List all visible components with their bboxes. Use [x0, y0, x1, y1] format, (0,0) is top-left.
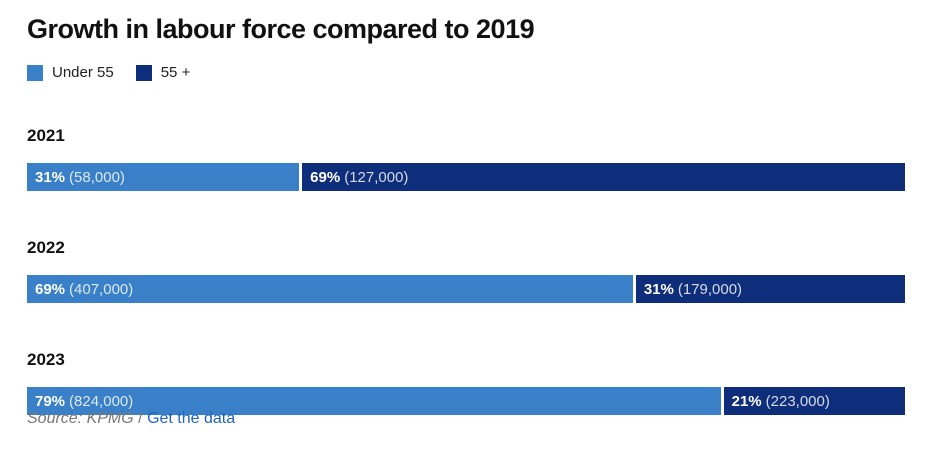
- year-label-2023: 2023: [27, 350, 65, 369]
- source-separator: /: [138, 410, 143, 427]
- bar-count-label: (58,000): [69, 168, 125, 186]
- year-label-2021: 2021: [27, 126, 65, 145]
- bar-value-label: 21%: [731, 392, 762, 410]
- source-line: Source: KPMG / Get the data: [27, 410, 235, 428]
- bar-row-2023: 79% (824,000) 21% (223,000): [27, 387, 905, 415]
- bar-2023-under-55: 79% (824,000): [27, 387, 721, 415]
- legend: Under 55 55 +: [27, 64, 190, 81]
- bar-row-2021: 31% (58,000) 69% (127,000): [27, 163, 905, 191]
- chart-title: Growth in labour force compared to 2019: [27, 14, 535, 44]
- bar-2022-55-plus: 31% (179,000): [632, 275, 905, 303]
- year-label-2022: 2022: [27, 238, 65, 257]
- bar-count-label: (407,000): [69, 280, 134, 298]
- legend-swatch-55-plus: [135, 64, 152, 81]
- legend-swatch-under-55: [27, 64, 43, 81]
- bar-value-label: 31%: [643, 280, 674, 298]
- legend-item-under-55: Under 55: [27, 64, 114, 81]
- bar-chart: 2021 31% (58,000) 69% (127,000) 2022 69%…: [27, 126, 905, 462]
- bar-2022-under-55: 69% (407,000): [27, 275, 633, 303]
- bar-value-label: 69%: [310, 168, 341, 186]
- bar-count-label: (127,000): [344, 168, 409, 186]
- bar-row-2022: 69% (407,000) 31% (179,000): [27, 275, 905, 303]
- bar-value-label: 79%: [35, 392, 66, 410]
- bar-count-label: (223,000): [765, 392, 830, 410]
- bar-2021-under-55: 31% (58,000): [27, 163, 300, 191]
- bar-value-label: 69%: [35, 280, 66, 298]
- legend-label-55-plus: 55 +: [160, 64, 191, 81]
- bar-count-label: (179,000): [677, 280, 743, 298]
- bar-2023-55-plus: 21% (223,000): [720, 387, 905, 415]
- bar-value-label: 31%: [35, 168, 66, 186]
- legend-label-under-55: Under 55: [52, 64, 114, 81]
- legend-item-55-plus: 55 +: [135, 64, 191, 81]
- bar-2021-55-plus: 69% (127,000): [299, 163, 905, 191]
- source-label: Source: KPMG: [27, 410, 134, 427]
- bar-count-label: (824,000): [69, 392, 134, 410]
- get-the-data-link[interactable]: Get the data: [147, 410, 236, 427]
